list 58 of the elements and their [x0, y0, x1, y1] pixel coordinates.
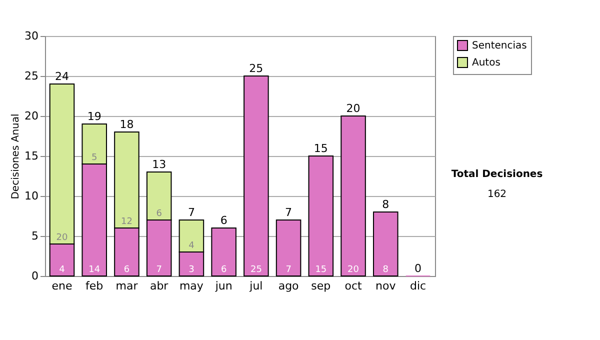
data-label: 12 — [120, 217, 132, 227]
bar — [373, 212, 398, 276]
bar — [340, 116, 366, 276]
total-label: 15 — [314, 142, 328, 155]
y-tick-label: 10 — [24, 190, 38, 202]
data-label: 8 — [382, 265, 389, 275]
total-label: 13 — [152, 158, 166, 171]
x-tick-label: jun — [214, 280, 232, 292]
total-label: 8 — [382, 198, 390, 211]
data-label: 5 — [91, 153, 98, 163]
data-label: 6 — [220, 265, 227, 275]
bar — [244, 76, 269, 276]
text: 162 — [487, 189, 507, 200]
total-label: 18 — [120, 118, 134, 131]
data-label: 20 — [56, 233, 68, 243]
x-tick-label: jul — [248, 280, 263, 292]
y-tick-label: 20 — [24, 110, 38, 122]
x-tick-label: dic — [410, 280, 426, 292]
y-tick-label: 0 — [32, 270, 38, 282]
bar — [211, 228, 236, 276]
bar — [308, 156, 334, 276]
total-label: 19 — [87, 110, 102, 123]
x-tick-label: ago — [278, 280, 300, 292]
y-tick-label: 5 — [32, 230, 38, 242]
data-label: 6 — [156, 209, 162, 219]
data-label: 25 — [250, 265, 262, 275]
y-tick-label: 15 — [24, 150, 38, 162]
total-label: 24 — [54, 70, 69, 83]
data-label: 3 — [188, 265, 194, 275]
data-label: 7 — [156, 265, 162, 275]
data-label: 4 — [59, 265, 66, 275]
text: Total Decisiones — [451, 169, 543, 180]
x-tick-label: sep — [311, 280, 331, 292]
total-label: 20 — [346, 102, 360, 115]
data-label: 6 — [124, 265, 130, 275]
y-axis-title: Decisiones Anual — [10, 114, 22, 200]
total-label: 7 — [188, 206, 195, 219]
y-tick-label: 30 — [24, 30, 38, 42]
x-tick-label: may — [179, 280, 204, 292]
total-label: 7 — [285, 206, 292, 219]
x-tick-label: feb — [86, 280, 104, 292]
data-label: 20 — [348, 265, 360, 275]
total-label: 0 — [414, 262, 422, 275]
data-label: 7 — [286, 265, 292, 275]
total-label: 6 — [220, 214, 228, 227]
data-label: 14 — [88, 265, 100, 275]
x-tick-label: mar — [116, 280, 138, 292]
x-tick-label: oct — [344, 280, 363, 292]
legend-label: Sentencias — [472, 40, 527, 52]
x-tick-label: nov — [376, 280, 396, 292]
total-label: 25 — [249, 62, 264, 75]
bar — [276, 220, 302, 276]
x-tick-label: ene — [52, 280, 72, 292]
data-label: 15 — [315, 265, 327, 275]
data-label: 4 — [188, 241, 195, 251]
x-tick-label: abr — [150, 280, 169, 292]
legend-label: Autos — [472, 58, 500, 68]
y-tick-label: 25 — [24, 70, 38, 82]
